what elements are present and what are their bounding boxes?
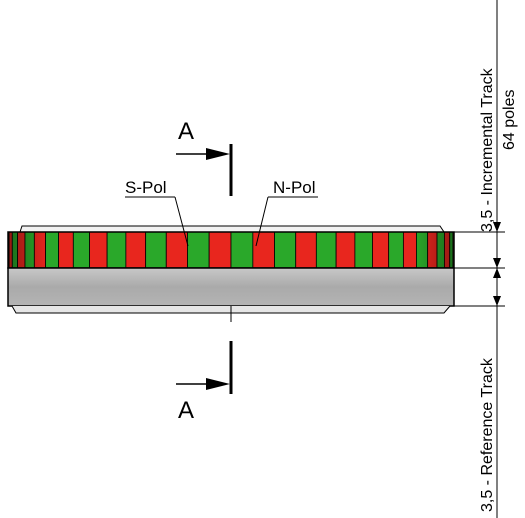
s-pole-callout: S-Pol: [125, 178, 189, 247]
s-pole-segment: [145, 231, 167, 269]
ring-top-lip: [19, 225, 445, 233]
reference-track-label: 3,5 - Reference Track: [479, 357, 496, 512]
s-pole-segment: [230, 231, 254, 269]
incremental-track: [7, 231, 455, 269]
section-arrow-bottom-icon: [206, 378, 230, 390]
dim-arrow-icon: [493, 268, 501, 278]
reference-track-body: [7, 267, 455, 307]
s-pole-segment: [388, 231, 404, 269]
section-label-bottom: A: [178, 397, 194, 424]
s-pole-label: S-Pol: [125, 178, 167, 197]
n-pole-label: N-Pol: [273, 178, 316, 197]
incremental-track-poles-label: 64 poles: [501, 90, 518, 151]
incremental-track-label: 3,5 - Incremental Track: [479, 67, 496, 232]
n-pole-callout: N-Pol: [255, 178, 318, 247]
dim-arrow-icon: [493, 258, 501, 268]
section-marker-bottom: A: [176, 341, 233, 424]
incremental-track-shade-left: [8, 232, 48, 268]
section-marker-top: A: [176, 118, 233, 196]
n-pole-segment: [252, 231, 275, 269]
n-pole-segment: [125, 231, 147, 269]
s-pole-segment: [274, 231, 297, 269]
s-pole-segment: [72, 231, 90, 269]
section-arrow-top-icon: [206, 148, 230, 160]
dim-arrow-icon: [493, 222, 501, 232]
s-pole-segment: [354, 231, 373, 269]
n-pole-segment: [165, 231, 188, 269]
reference-track: [7, 267, 455, 314]
incremental-track-shade-right: [414, 232, 454, 268]
dim-arrow-icon: [493, 296, 501, 306]
s-pole-segment: [187, 231, 210, 269]
n-pole-segment: [335, 231, 356, 269]
section-label-top: A: [178, 118, 194, 145]
n-pole-segment: [372, 231, 390, 269]
n-pole-segment: [208, 231, 232, 269]
n-pole-segment: [58, 231, 74, 269]
n-pole-segment: [89, 231, 108, 269]
dimension-lines: [454, 0, 505, 518]
pole-segments: [7, 231, 455, 269]
s-pole-segment: [106, 231, 127, 269]
n-pole-segment: [295, 231, 317, 269]
s-pole-segment: [315, 231, 337, 269]
